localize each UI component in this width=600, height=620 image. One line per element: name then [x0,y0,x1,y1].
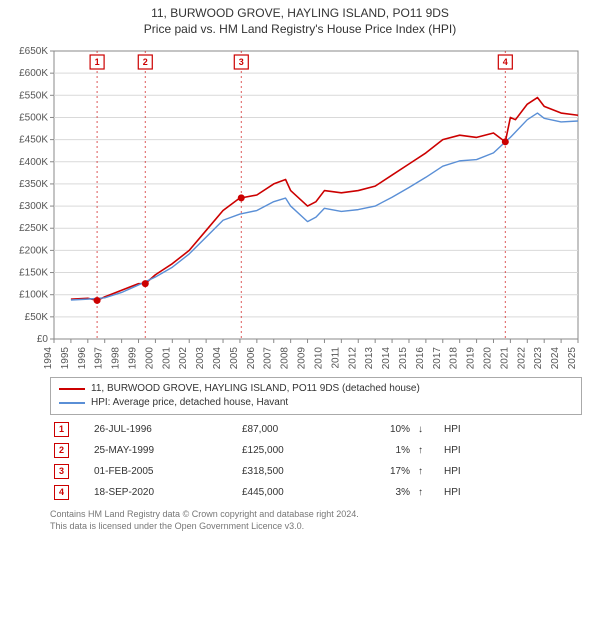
event-arrow-icon: ↑ [414,461,440,482]
svg-text:£400K: £400K [19,157,48,168]
svg-text:2004: 2004 [212,347,223,370]
event-delta: 1% [356,440,414,461]
svg-text:£600K: £600K [19,68,48,79]
svg-text:£650K: £650K [19,46,48,57]
svg-text:2019: 2019 [466,347,477,370]
svg-text:£150K: £150K [19,268,48,279]
svg-text:2001: 2001 [161,347,172,370]
sale-events-table: 126-JUL-1996£87,00010%↓HPI225-MAY-1999£1… [50,419,582,503]
svg-text:1: 1 [95,57,100,67]
svg-text:£100K: £100K [19,290,48,301]
svg-text:2003: 2003 [195,347,206,370]
svg-text:1997: 1997 [94,347,105,370]
legend-box: 11, BURWOOD GROVE, HAYLING ISLAND, PO11 … [50,377,582,415]
svg-text:1994: 1994 [43,347,54,370]
event-delta: 3% [356,482,414,503]
svg-text:2000: 2000 [144,347,155,370]
svg-text:2018: 2018 [449,347,460,370]
event-arrow-icon: ↑ [414,482,440,503]
event-price: £125,000 [238,440,356,461]
event-marker-box: 3 [54,464,69,479]
svg-text:2024: 2024 [550,347,561,370]
svg-text:2002: 2002 [178,347,189,370]
svg-text:2023: 2023 [533,347,544,370]
svg-text:1998: 1998 [111,347,122,370]
price-chart: £0 £50K £100K £150K £200K £250K £300K £350K £400… [10,43,590,373]
svg-text:2017: 2017 [432,347,443,370]
event-delta: 17% [356,461,414,482]
event-row: 1 26-JUL-1996£87,00010%↓HPI [50,419,582,440]
svg-text:2016: 2016 [415,347,426,370]
event-date: 18-SEP-2020 [90,482,238,503]
event-row: 2 25-MAY-1999£125,0001%↑HPI [50,440,582,461]
svg-text:2007: 2007 [263,347,274,370]
svg-text:2022: 2022 [516,347,527,370]
svg-text:£500K: £500K [19,113,48,124]
event-tail: HPI [440,440,582,461]
chart-title-sub: Price paid vs. HM Land Registry's House … [10,22,590,38]
svg-text:2011: 2011 [330,347,341,369]
svg-text:£200K: £200K [19,246,48,257]
svg-text:2013: 2013 [364,347,375,370]
event-arrow-icon: ↑ [414,440,440,461]
event-row: 3 01-FEB-2005£318,50017%↑HPI [50,461,582,482]
event-tail: HPI [440,419,582,440]
legend-swatch [59,402,85,404]
svg-text:£450K: £450K [19,135,48,146]
event-tail: HPI [440,482,582,503]
event-date: 26-JUL-1996 [90,419,238,440]
svg-text:£250K: £250K [19,223,48,234]
svg-text:2009: 2009 [297,347,308,370]
event-date: 01-FEB-2005 [90,461,238,482]
svg-text:2: 2 [143,57,148,67]
legend-label: 11, BURWOOD GROVE, HAYLING ISLAND, PO11 … [91,382,420,396]
event-row: 4 18-SEP-2020£445,0003%↑HPI [50,482,582,503]
svg-text:2025: 2025 [567,347,578,370]
svg-text:2015: 2015 [398,347,409,370]
svg-text:2008: 2008 [280,347,291,370]
svg-text:2010: 2010 [313,347,324,370]
svg-text:3: 3 [239,57,244,67]
svg-text:1995: 1995 [60,347,71,370]
svg-text:2006: 2006 [246,347,257,370]
event-tail: HPI [440,461,582,482]
svg-text:£300K: £300K [19,201,48,212]
svg-text:£50K: £50K [25,312,49,323]
svg-text:£350K: £350K [19,179,48,190]
event-price: £445,000 [238,482,356,503]
svg-text:£0: £0 [37,334,49,345]
attribution-footer: Contains HM Land Registry data © Crown c… [50,509,582,532]
legend-row: HPI: Average price, detached house, Hava… [59,396,573,410]
svg-text:1999: 1999 [128,347,139,370]
svg-text:1996: 1996 [77,347,88,370]
event-date: 25-MAY-1999 [90,440,238,461]
event-delta: 10% [356,419,414,440]
event-marker-box: 2 [54,443,69,458]
chart-svg: £0 £50K £100K £150K £200K £250K £300K £350K £400… [10,43,590,373]
legend-label: HPI: Average price, detached house, Hava… [91,396,288,410]
svg-text:2005: 2005 [229,347,240,370]
svg-text:£550K: £550K [19,90,48,101]
event-price: £318,500 [238,461,356,482]
event-arrow-icon: ↓ [414,419,440,440]
legend-row: 11, BURWOOD GROVE, HAYLING ISLAND, PO11 … [59,382,573,396]
footer-line1: Contains HM Land Registry data © Crown c… [50,509,582,521]
footer-line2: This data is licensed under the Open Gov… [50,521,582,533]
svg-text:2021: 2021 [499,347,510,370]
svg-text:4: 4 [503,57,508,67]
legend-swatch [59,388,85,390]
event-marker-box: 1 [54,422,69,437]
svg-text:2014: 2014 [381,347,392,370]
chart-title-address: 11, BURWOOD GROVE, HAYLING ISLAND, PO11 … [10,6,590,22]
event-price: £87,000 [238,419,356,440]
svg-text:2012: 2012 [347,347,358,370]
svg-text:2020: 2020 [482,347,493,370]
event-marker-box: 4 [54,485,69,500]
